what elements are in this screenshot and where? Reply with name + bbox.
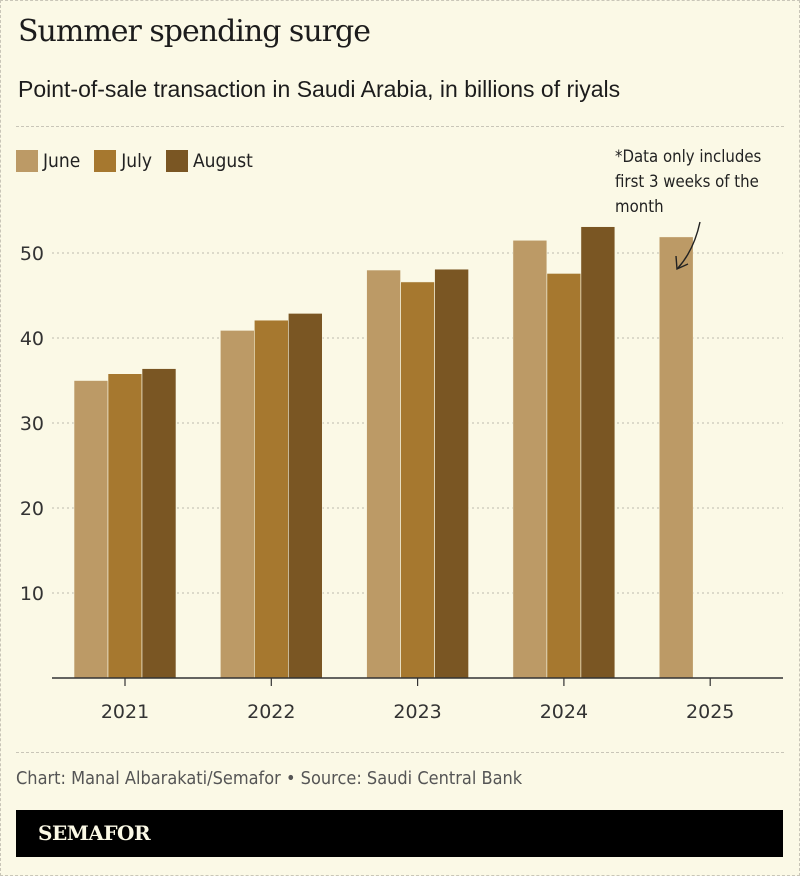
brand-bar: SEMAFOR <box>16 810 783 857</box>
chart-title: Summer spending surge <box>18 14 371 49</box>
bar-june-2025 <box>658 236 694 679</box>
credit-line: Chart: Manal Albarakati/Semafor • Source… <box>16 768 523 789</box>
y-tick-label: 10 <box>20 583 44 605</box>
annotation-arrow <box>677 221 701 269</box>
y-tick-label: 20 <box>20 498 44 520</box>
bar-july-2024 <box>546 273 582 679</box>
bar-june-2022 <box>220 330 255 679</box>
x-tick-label: 2023 <box>393 701 441 723</box>
x-tick-label: 2021 <box>101 701 149 723</box>
y-tick-label: 30 <box>20 413 44 435</box>
bar-august-2024 <box>580 226 616 679</box>
legend-swatch <box>94 150 117 172</box>
y-tick-label: 40 <box>20 328 44 350</box>
legend-swatch <box>16 150 38 172</box>
bar-august-2021 <box>141 368 177 679</box>
legend-label: July <box>121 150 152 172</box>
legend-label: June <box>43 150 81 172</box>
annotation: *Data only includes first 3 weeks of the… <box>615 147 762 217</box>
legend: June July August <box>16 150 253 172</box>
bar-august-2023 <box>434 268 469 679</box>
chart-subtitle: Point-of-sale transaction in Saudi Arabi… <box>18 76 621 102</box>
bar-july-2021 <box>107 373 143 679</box>
bar-june-2024 <box>512 239 548 679</box>
divider <box>16 126 784 127</box>
legend-label: August <box>192 150 253 172</box>
legend-swatch <box>165 150 188 172</box>
legend-item: August <box>165 150 253 172</box>
bar-june-2023 <box>366 269 401 679</box>
x-tick-label: 2025 <box>686 701 734 723</box>
bar-july-2023 <box>400 281 435 679</box>
bar-july-2022 <box>254 319 289 679</box>
x-tick-label: 2022 <box>247 701 295 723</box>
divider <box>16 752 784 753</box>
x-tick-label: 2024 <box>540 701 588 723</box>
arrowhead-icon <box>675 255 689 271</box>
semafor-logo: SEMAFOR <box>38 821 151 845</box>
bar-june-2021 <box>73 380 109 679</box>
bar-august-2022 <box>287 313 323 679</box>
legend-item: July <box>94 150 152 172</box>
bar-chart: 10 20 30 40 50 2021 2022 2023 2024 2025 <box>20 221 783 723</box>
y-tick-label: 50 <box>20 243 44 265</box>
legend-item: June <box>16 150 80 172</box>
